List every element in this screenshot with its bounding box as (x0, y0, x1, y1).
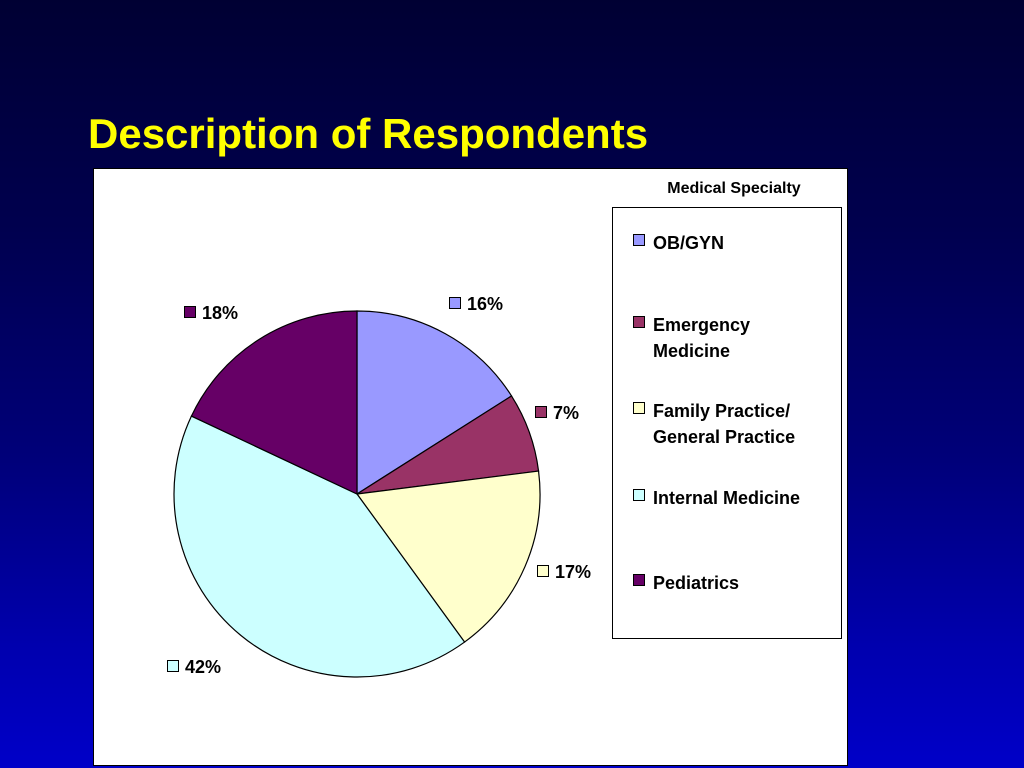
pie-slice-ob-gyn (356, 310, 513, 496)
legend-label: Pediatrics (653, 573, 740, 593)
data-label-swatch (535, 406, 547, 418)
data-label-text: 7% (553, 403, 580, 423)
legend: OB/GYN Emergency Medicine Family Practic… (612, 207, 842, 639)
pie-chart (173, 310, 541, 678)
data-label-swatch (167, 660, 179, 672)
legend-swatch (633, 402, 645, 414)
pie-slice-internal-medicine (173, 415, 466, 678)
chart-area: Medical Specialty OB/GYN Emergency Medic… (93, 168, 848, 766)
data-label-text: 18% (202, 303, 239, 323)
pie-slice-family-practice (355, 470, 541, 643)
data-label-family-practice: 17% (537, 561, 591, 583)
data-label-text: 16% (467, 294, 504, 314)
legend-swatch (633, 574, 645, 586)
legend-swatch (633, 234, 645, 246)
data-label-swatch (449, 297, 461, 309)
data-label-text: 42% (185, 657, 222, 677)
legend-label: Internal Medicine (653, 488, 801, 508)
data-label-swatch (184, 306, 196, 318)
data-label-text: 17% (555, 562, 592, 582)
data-label-internal-medicine: 42% (167, 656, 221, 678)
data-label-emergency-medicine: 7% (535, 402, 579, 424)
pie-slice-pediatrics (190, 310, 358, 495)
legend-label: OB/GYN (653, 233, 725, 253)
data-label-swatch (537, 565, 549, 577)
data-label-ob-gyn: 16% (449, 293, 503, 315)
legend-title: Medical Specialty (667, 180, 801, 197)
data-label-pediatrics: 18% (184, 302, 238, 324)
slide-title: Description of Respondents (88, 110, 649, 157)
legend-swatch (633, 489, 645, 501)
legend-label: Emergency Medicine (653, 315, 751, 361)
legend-swatch (633, 316, 645, 328)
legend-label: Family Practice/ General Practice (653, 401, 796, 447)
